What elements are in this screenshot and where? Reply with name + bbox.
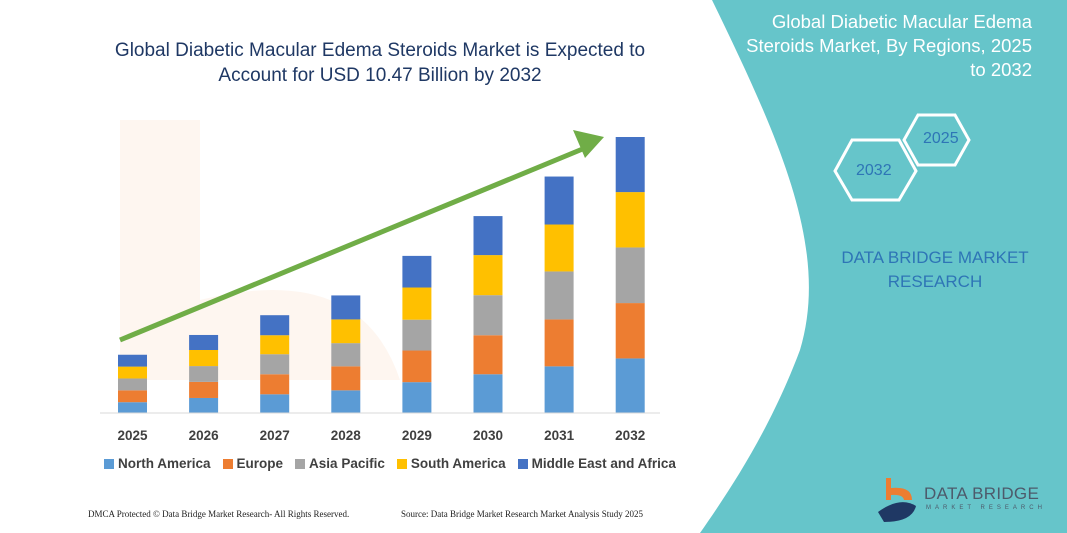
- bar-segment-2029-middle-east-and-africa: [402, 255, 432, 288]
- bar-segment-2032-south-america: [615, 192, 645, 248]
- side-panel-title: Global Diabetic Macular Edema Steroids M…: [746, 11, 1032, 80]
- legend-label: South America: [410, 456, 506, 471]
- legend-swatch: [104, 458, 114, 469]
- bar-segment-2025-middle-east-and-africa: [118, 354, 147, 367]
- bar-segment-2029-south-america: [402, 287, 432, 320]
- legend-swatch: [396, 458, 407, 469]
- x-tick-label: 2031: [544, 428, 575, 443]
- legend-swatch: [222, 458, 233, 469]
- legend-item: Asia Pacific: [295, 456, 385, 471]
- x-tick-label: 2025: [117, 428, 148, 443]
- bar-segment-2030-asia-pacific: [473, 295, 503, 336]
- bar-segment-2032-europe: [615, 303, 645, 359]
- bar-segment-2027-europe: [260, 374, 290, 395]
- logo-subtitle: MARKET RESEARCH: [926, 505, 1046, 511]
- legend-swatch: [517, 458, 528, 469]
- bar-segment-2031-europe: [544, 319, 574, 367]
- brand-text: DATA BRIDGE MARKET RESEARCH: [841, 248, 1029, 291]
- bar-segment-2032-north-america: [615, 358, 645, 413]
- legend-label: Asia Pacific: [309, 456, 385, 471]
- hex-label-2032: 2032: [856, 162, 892, 179]
- bar-segment-2026-south-america: [189, 349, 219, 367]
- legend-label: Europe: [236, 456, 284, 471]
- logo-icon: [878, 478, 916, 522]
- side-panel: [700, 0, 1067, 533]
- legend-label: Middle East and Africa: [531, 456, 676, 471]
- hex-label-2025: 2025: [923, 130, 959, 147]
- hex-2032: [833, 138, 918, 202]
- x-tick-label: 2029: [402, 428, 432, 443]
- bar-segment-2026-europe: [189, 381, 219, 398]
- legend-item: Europe: [222, 456, 284, 471]
- bar-segment-2025-asia-pacific: [118, 378, 147, 391]
- bar-segment-2032-asia-pacific: [615, 247, 645, 304]
- bar-segment-2028-europe: [331, 366, 361, 391]
- hex-2025: [902, 113, 971, 167]
- bar-segment-2026-north-america: [189, 397, 219, 413]
- bar-segment-2029-asia-pacific: [402, 319, 432, 351]
- bar-segment-2026-asia-pacific: [189, 366, 219, 382]
- bar-segment-2030-north-america: [473, 374, 503, 413]
- bar-segment-2030-middle-east-and-africa: [473, 216, 503, 256]
- x-tick-label: 2030: [473, 428, 503, 443]
- legend-swatch: [295, 458, 306, 469]
- bar-segment-2025-europe: [118, 390, 147, 403]
- bar-segment-2027-north-america: [260, 394, 290, 413]
- bar-segment-2027-south-america: [260, 335, 290, 355]
- bar-segment-2031-middle-east-and-africa: [544, 176, 574, 225]
- legend-item: Middle East and Africa: [517, 456, 676, 471]
- bar-segment-2028-north-america: [331, 390, 361, 413]
- bar-segment-2030-south-america: [473, 255, 503, 296]
- bar-segment-2032-middle-east-and-africa: [615, 137, 645, 193]
- footer-source: Source: Data Bridge Market Research Mark…: [401, 509, 643, 519]
- footer-copyright: DMCA Protected © Data Bridge Market Rese…: [88, 509, 350, 519]
- trend-arrow-line: [119, 145, 586, 343]
- bar-segment-2031-asia-pacific: [544, 271, 574, 320]
- legend-item: South America: [396, 456, 506, 471]
- trend-arrow-head-icon: [573, 130, 604, 158]
- bar-segment-2025-north-america: [118, 402, 147, 413]
- bar-segment-2027-asia-pacific: [260, 354, 290, 375]
- bar-segment-2028-asia-pacific: [331, 343, 361, 367]
- bar-segment-2028-south-america: [331, 319, 361, 344]
- x-tick-label: 2028: [331, 428, 362, 443]
- bar-segment-2025-south-america: [118, 366, 147, 379]
- chart-title: Global Diabetic Macular Edema Steroids M…: [114, 40, 646, 86]
- chart-legend: North America Europe Asia Pacific South Ame…: [104, 456, 676, 471]
- bar-segment-2028-middle-east-and-africa: [331, 295, 361, 320]
- bar-segment-2030-europe: [473, 335, 503, 375]
- x-tick-label: 2027: [260, 428, 290, 443]
- logo-name: DATA BRIDGE: [924, 484, 1040, 503]
- x-tick-label: 2026: [189, 428, 220, 443]
- bar-segment-2027-middle-east-and-africa: [260, 315, 290, 336]
- x-tick-label: 2032: [615, 428, 645, 443]
- bar-segment-2031-north-america: [544, 366, 574, 413]
- bar-segment-2031-south-america: [544, 224, 574, 272]
- watermark: [120, 120, 400, 380]
- bar-segment-2029-europe: [402, 350, 432, 383]
- bar-segment-2026-middle-east-and-africa: [189, 334, 219, 350]
- legend-item: North America: [104, 456, 211, 471]
- stacked-bar-chart: 2025 2026 2027 2028 2029 2030 2031 2032: [117, 130, 645, 443]
- legend-label: North America: [118, 456, 211, 471]
- bar-segment-2029-north-america: [402, 382, 432, 413]
